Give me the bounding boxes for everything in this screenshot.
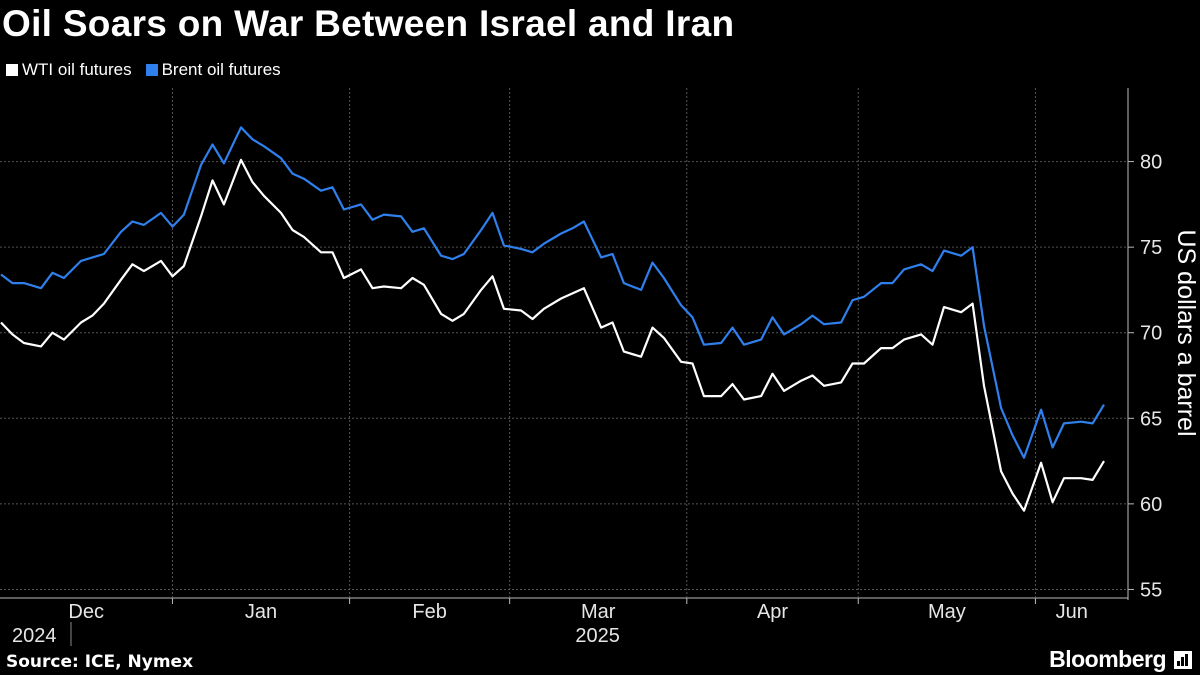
- legend-swatch-brent: [145, 64, 158, 76]
- chart-title: Oil Soars on War Between Israel and Iran: [2, 3, 735, 44]
- x-tick-label-jan: Jan: [245, 601, 277, 623]
- wti-line: [0, 158, 1105, 512]
- bloomberg-logo-icon: [1174, 650, 1192, 669]
- x-tick-label-mar: Mar: [581, 601, 616, 623]
- x-tick-label-jun: Jun: [1056, 601, 1088, 623]
- x-tick-label-dec: Dec: [68, 601, 104, 623]
- y-tick-label: 70: [1140, 323, 1162, 345]
- y-tick-label: 60: [1140, 494, 1162, 516]
- legend-swatch-wti: [6, 64, 18, 76]
- y-axis-label: US dollars a barrel: [1172, 229, 1200, 436]
- legend-label-brent: Brent oil futures: [161, 60, 281, 79]
- legend-label-wti: WTI oil futures: [22, 60, 132, 79]
- y-tick-label: 75: [1140, 237, 1162, 259]
- x-tick-label-apr: Apr: [757, 601, 788, 623]
- y-tick-label: 80: [1140, 152, 1162, 174]
- y-tick-label: 65: [1140, 408, 1162, 430]
- brent-line: [0, 126, 1105, 459]
- legend: WTI oil futures Brent oil futures: [6, 60, 281, 80]
- brand: Bloomberg: [1049, 646, 1192, 673]
- brand-name: Bloomberg: [1049, 646, 1166, 672]
- x-tick-label-feb: Feb: [412, 601, 446, 623]
- y-tick-label: 55: [1140, 579, 1162, 601]
- year-label-2025: 2025: [575, 625, 620, 647]
- legend-item-brent[interactable]: Brent oil futures: [145, 60, 281, 80]
- source-note: Source: ICE, Nymex: [6, 652, 194, 672]
- legend-item-wti[interactable]: WTI oil futures: [6, 60, 132, 80]
- x-tick-label-may: May: [928, 601, 966, 623]
- year-label-2024: 2024: [12, 625, 57, 647]
